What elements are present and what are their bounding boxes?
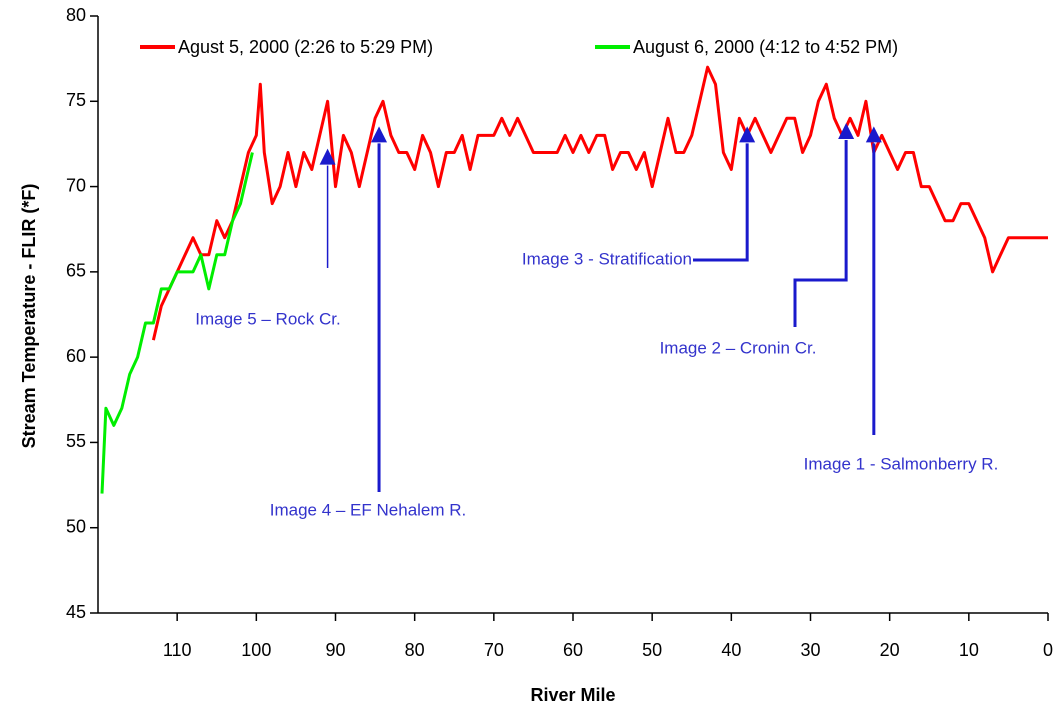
x-axis-title: River Mile xyxy=(530,685,615,705)
annotation-label: Image 4 – EF Nehalem R. xyxy=(270,500,467,519)
annotation-label: Image 3 - Stratification xyxy=(522,249,692,268)
x-tick-label: 100 xyxy=(241,640,271,660)
y-tick-label: 55 xyxy=(66,431,86,451)
annotation-line xyxy=(693,143,749,262)
x-tick-label: 10 xyxy=(959,640,979,660)
annotation-label: Image 5 – Rock Cr. xyxy=(195,309,341,328)
y-tick-label: 75 xyxy=(66,90,86,110)
y-tick-label: 80 xyxy=(66,5,86,25)
y-tick-label: 60 xyxy=(66,346,86,366)
x-tick-label: 40 xyxy=(721,640,741,660)
series-line xyxy=(151,65,1048,341)
y-tick-label: 65 xyxy=(66,261,86,281)
x-tick-label: 30 xyxy=(800,640,820,660)
x-tick-label: 50 xyxy=(642,640,662,660)
annotation-line xyxy=(793,139,848,327)
x-tick-label: 80 xyxy=(405,640,425,660)
y-tick-label: 50 xyxy=(66,516,86,536)
y-tick-label: 45 xyxy=(66,602,86,622)
x-tick-label: 20 xyxy=(880,640,900,660)
x-tick-label: 60 xyxy=(563,640,583,660)
x-tick-label: 90 xyxy=(325,640,345,660)
legend-label: Agust 5, 2000 (2:26 to 5:29 PM) xyxy=(178,37,433,57)
annotation-arrowhead xyxy=(319,148,336,165)
legend-label: August 6, 2000 (4:12 to 4:52 PM) xyxy=(633,37,898,57)
annotation-label: Image 1 - Salmonberry R. xyxy=(804,454,999,473)
series-line xyxy=(100,152,254,494)
y-tick-label: 70 xyxy=(66,175,86,195)
y-axis-title: Stream Temperature - FLIR (*F) xyxy=(19,184,39,449)
annotation-label: Image 2 – Cronin Cr. xyxy=(660,338,817,357)
annotation-arrowhead xyxy=(838,122,855,139)
x-tick-label: 0 xyxy=(1043,640,1053,660)
annotation-arrowhead xyxy=(865,126,882,143)
annotation-arrowhead xyxy=(371,126,388,143)
x-tick-label: 70 xyxy=(484,640,504,660)
annotation-arrowhead xyxy=(739,126,756,143)
x-tick-label: 110 xyxy=(163,640,192,660)
